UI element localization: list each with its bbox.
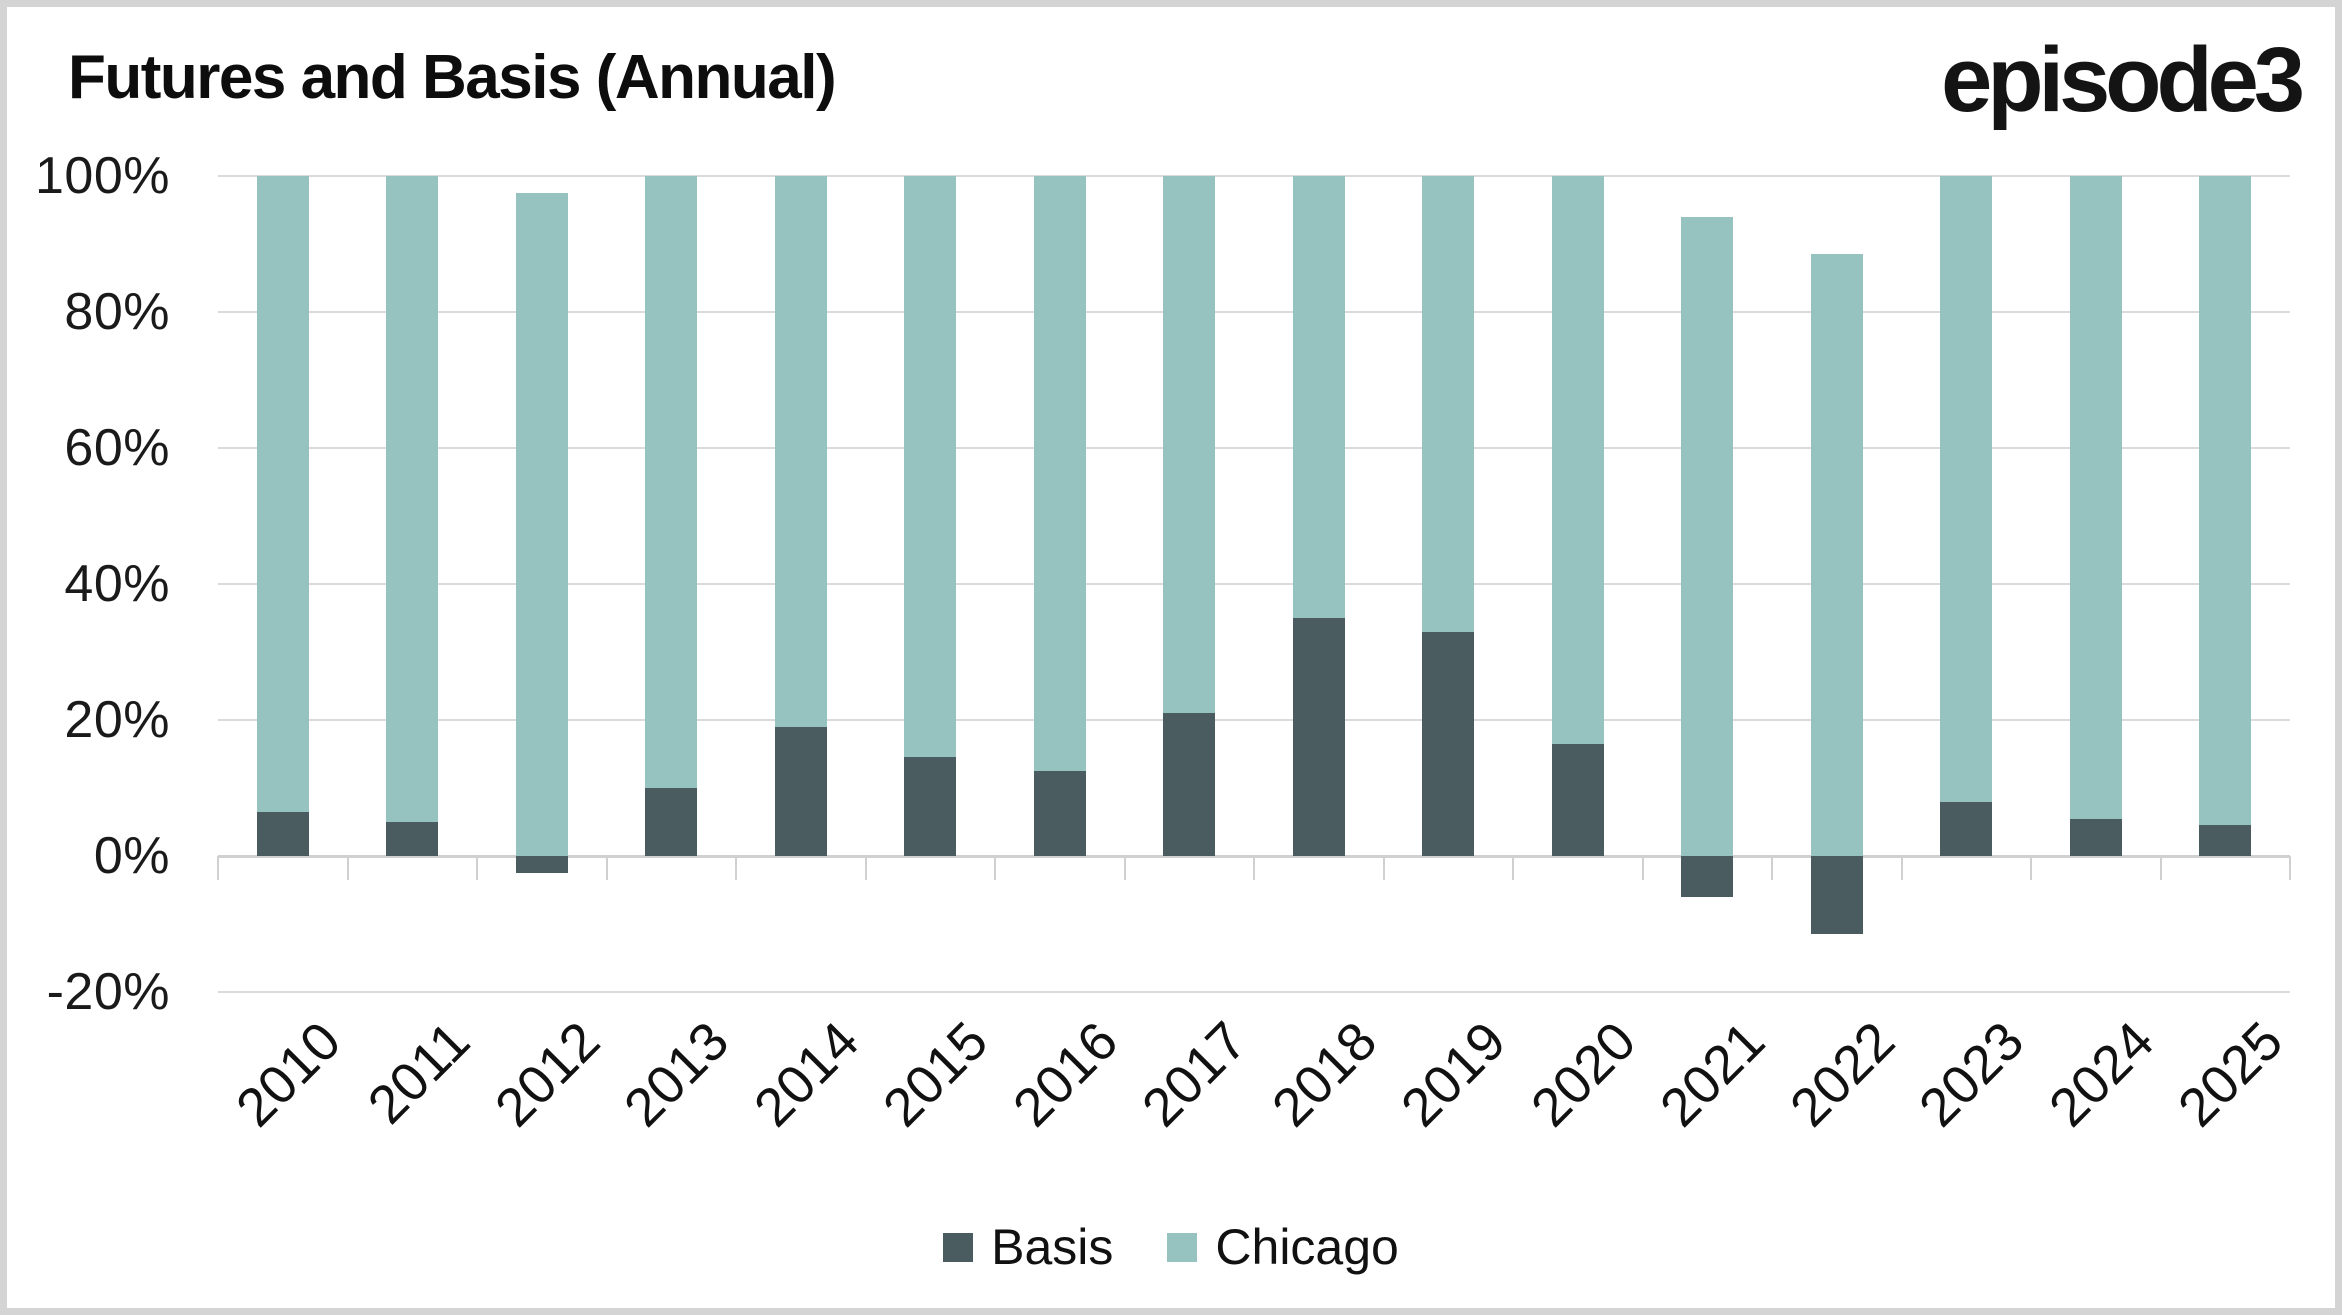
x-axis-tick	[2159, 856, 2162, 880]
bar-chicago-2023	[1940, 176, 1993, 802]
x-category-label-2019: 2019	[1390, 1010, 1518, 1139]
y-tick-label-0: 0%	[93, 827, 170, 885]
y-tick-label--20: -20%	[46, 963, 170, 1021]
bar-chicago-2025	[2199, 176, 2252, 826]
y-tick-label-60: 60%	[64, 419, 170, 477]
y-tick-label-80: 80%	[64, 283, 170, 341]
bar-chicago-2020	[1551, 176, 1604, 744]
bar-basis-2013	[645, 788, 698, 856]
bar-chicago-2015	[904, 176, 957, 758]
x-axis-tick	[1900, 856, 1903, 880]
gridline-40	[218, 583, 2290, 585]
bar-basis-2023	[1940, 801, 1993, 856]
gridline-80	[218, 311, 2290, 313]
x-axis-tick	[735, 856, 737, 880]
x-axis-tick	[1771, 856, 1773, 880]
bar-chicago-2016	[1033, 176, 1086, 771]
x-category-label-2024: 2024	[2037, 1010, 2165, 1139]
bar-chicago-2013	[645, 176, 698, 788]
x-axis-tick	[1253, 856, 1255, 880]
gridline--20	[218, 991, 2290, 993]
bar-basis-2010	[256, 811, 309, 856]
bar-chicago-2011	[386, 176, 439, 822]
bar-chicago-2017	[1163, 176, 1216, 714]
bar-chicago-2022	[1810, 254, 1863, 856]
legend-item-chicago: Chicago	[1167, 1218, 1399, 1276]
x-axis-tick	[1382, 856, 1385, 880]
y-tick-label-20: 20%	[64, 691, 170, 749]
x-category-label-2021: 2021	[1649, 1010, 1777, 1139]
x-axis-tick	[1512, 856, 1514, 880]
x-axis-tick	[2289, 856, 2291, 880]
bar-basis-2015	[904, 757, 957, 856]
bar-chicago-2019	[1422, 176, 1475, 632]
y-tick-label-40: 40%	[64, 555, 170, 613]
x-category-label-2013: 2013	[613, 1010, 741, 1139]
bar-chicago-2012	[515, 193, 568, 856]
x-category-label-2016: 2016	[1001, 1010, 1129, 1139]
basis-swatch-icon	[943, 1232, 974, 1262]
x-category-label-2017: 2017	[1131, 1010, 1259, 1139]
bar-basis-2021	[1681, 856, 1734, 897]
bar-basis-2012	[515, 856, 568, 873]
x-category-label-2020: 2020	[1519, 1010, 1647, 1139]
bar-chicago-2021	[1681, 216, 1734, 856]
y-tick-label-100: 100%	[35, 147, 170, 205]
legend: Basis Chicago	[0, 1218, 2342, 1276]
bar-basis-2017	[1163, 713, 1216, 856]
gridline-60	[218, 447, 2290, 449]
x-axis-tick	[2030, 856, 2032, 880]
x-category-label-2015: 2015	[872, 1010, 1000, 1139]
x-axis-tick	[217, 856, 219, 880]
bar-basis-2014	[774, 726, 827, 856]
chart-title: Futures and Basis (Annual)	[68, 43, 837, 112]
gridline-100	[218, 175, 2290, 177]
bar-chicago-2018	[1292, 176, 1345, 618]
x-category-label-2010: 2010	[224, 1010, 352, 1139]
bar-basis-2018	[1292, 618, 1345, 856]
x-category-label-2011: 2011	[356, 1010, 482, 1136]
bar-basis-2025	[2199, 825, 2252, 856]
bar-basis-2024	[2069, 818, 2122, 856]
bar-basis-2020	[1551, 743, 1604, 856]
bar-basis-2016	[1033, 771, 1086, 856]
bar-basis-2019	[1422, 631, 1475, 856]
x-axis-tick	[605, 856, 608, 880]
bar-chicago-2010	[256, 176, 309, 812]
x-category-label-2012: 2012	[483, 1010, 611, 1139]
x-category-label-2023: 2023	[1908, 1010, 2036, 1139]
bar-chicago-2024	[2069, 176, 2122, 819]
x-category-label-2014: 2014	[742, 1010, 870, 1139]
x-axis-tick	[476, 856, 478, 880]
chicago-swatch-icon	[1167, 1232, 1198, 1262]
x-category-label-2018: 2018	[1260, 1010, 1388, 1139]
x-axis-tick	[864, 856, 867, 880]
bar-basis-2011	[386, 822, 439, 856]
legend-item-basis: Basis	[943, 1218, 1113, 1276]
x-axis-tick	[994, 856, 996, 880]
legend-label-basis: Basis	[991, 1219, 1114, 1275]
x-category-label-2022: 2022	[1778, 1010, 1906, 1139]
episode3-logo: episode3	[1941, 29, 2305, 131]
x-axis-tick	[346, 856, 349, 880]
gridline-20	[218, 719, 2290, 721]
bar-chicago-2014	[774, 176, 827, 727]
x-axis-tick	[1641, 856, 1644, 880]
x-category-label-2025: 2025	[2167, 1010, 2295, 1139]
bar-basis-2022	[1810, 856, 1863, 935]
legend-label-chicago: Chicago	[1215, 1219, 1399, 1275]
x-axis-tick	[1123, 856, 1126, 880]
